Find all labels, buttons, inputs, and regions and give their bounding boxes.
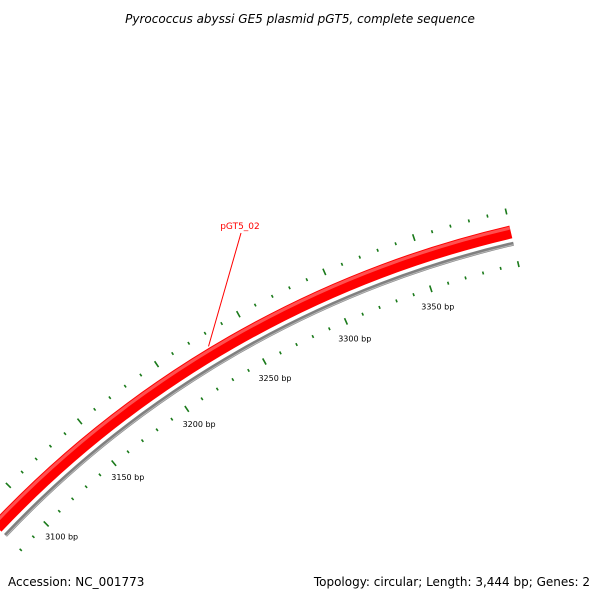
- inner-tick: [140, 439, 144, 443]
- outer-tick: [139, 373, 143, 377]
- inner-tick: [98, 473, 102, 477]
- inner-tick: [499, 266, 502, 271]
- inner-tick: [70, 497, 75, 501]
- inner-tick: [84, 485, 88, 489]
- inner-tick: [155, 428, 159, 432]
- tick-labels: 3100 bp 3150 bp 3200 bp 3250 bp 3300 bp 3350 …: [45, 303, 454, 542]
- outer-tick: [430, 229, 434, 234]
- outer-tick: [253, 303, 257, 307]
- inner-tick: [311, 334, 315, 339]
- inner-tick: [247, 368, 250, 373]
- outer-tick: [504, 208, 508, 215]
- inner-tick: [231, 377, 235, 382]
- inner-tick: [361, 312, 364, 316]
- gene-pgt5-02-arc[interactable]: [0, 225, 513, 532]
- inner-tick: [395, 299, 398, 303]
- inner-tick: [446, 281, 450, 285]
- inner-tick: [200, 397, 204, 401]
- outer-tick: [467, 219, 471, 223]
- outer-tick: [48, 444, 53, 448]
- outer-tick: [235, 310, 241, 318]
- inner-tick: [31, 535, 35, 539]
- inner-tick: [278, 351, 282, 355]
- inner-tick: [43, 520, 50, 527]
- inner-tick: [378, 305, 381, 310]
- outer-tick: [93, 407, 97, 412]
- inner-tick: [412, 293, 415, 297]
- outer-tick: [340, 262, 344, 267]
- outer-tick: [171, 351, 175, 356]
- outer-tick: [187, 341, 191, 345]
- tick-label: 3150 bp: [111, 473, 144, 482]
- gene-label[interactable]: pGT5_02: [220, 222, 260, 232]
- outer-tick: [270, 294, 274, 299]
- backbone-arc: [4, 241, 515, 537]
- outer-tick: [20, 470, 24, 474]
- outer-tick: [34, 457, 38, 461]
- inner-tick: [464, 276, 467, 280]
- outer-tick: [449, 224, 452, 228]
- outer-tick: [411, 233, 416, 242]
- outer-tick: [203, 331, 207, 335]
- inner-tick: [184, 405, 190, 413]
- inner-tick: [126, 450, 130, 454]
- inner-tick: [215, 387, 219, 391]
- gene-label-leader: [208, 232, 242, 347]
- inner-tick: [19, 548, 23, 552]
- outer-tick: [305, 277, 309, 282]
- inner-ticks: [19, 261, 520, 552]
- tick-label: 3200 bp: [183, 420, 216, 429]
- inner-tick: [261, 358, 267, 365]
- outer-tick: [76, 418, 83, 425]
- inner-tick: [327, 327, 331, 331]
- tick-label: 3350 bp: [421, 303, 454, 312]
- outer-tick: [394, 242, 397, 246]
- inner-tick: [428, 285, 433, 293]
- outer-tick: [153, 360, 160, 368]
- outer-tick: [220, 321, 224, 326]
- inner-tick: [295, 342, 298, 347]
- outer-tick: [288, 286, 291, 290]
- outer-tick: [123, 384, 127, 388]
- outer-tick: [376, 248, 379, 252]
- inner-tick: [343, 317, 349, 325]
- tick-label: 3250 bp: [258, 374, 291, 383]
- outer-tick: [63, 432, 67, 436]
- outer-tick: [5, 482, 12, 489]
- outer-ticks: [5, 208, 508, 489]
- outer-tick: [486, 214, 489, 218]
- backbone-arc-highlight: [5, 244, 514, 537]
- outer-tick: [322, 268, 327, 276]
- tick-label: 3100 bp: [45, 533, 78, 542]
- accession-text: Accession: NC_001773: [8, 575, 144, 589]
- outer-tick: [108, 395, 112, 400]
- outer-tick: [358, 255, 362, 259]
- tick-label: 3300 bp: [338, 335, 371, 344]
- inner-tick: [481, 271, 485, 275]
- map-title: Pyrococcus abyssi GE5 plasmid pGT5, comp…: [125, 12, 475, 26]
- topology-summary-text: Topology: circular; Length: 3,444 bp; Ge…: [313, 575, 590, 589]
- inner-tick: [57, 509, 61, 513]
- inner-tick: [516, 261, 520, 268]
- inner-tick: [170, 417, 174, 421]
- gene-arc-highlight: [0, 226, 511, 521]
- inner-tick: [111, 459, 117, 467]
